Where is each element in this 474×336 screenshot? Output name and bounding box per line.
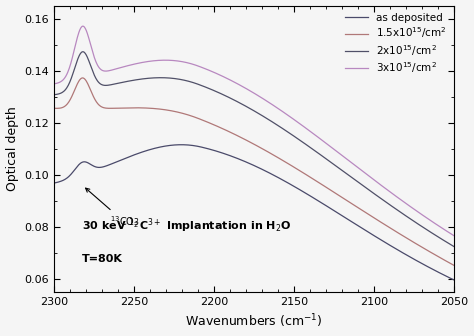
3x10$^{15}$/cm$^{2}$ — [75, 32, 81, 36]
2x10$^{15}$/cm$^{2}$ — [284, 129, 290, 133]
Text: T=80K: T=80K — [82, 254, 123, 264]
2x10$^{15}$/cm$^{2}$ — [80, 50, 86, 54]
1.5x10$^{15}$/cm$^{2}$ — [355, 206, 361, 210]
Line: 1.5x10$^{15}$/cm$^{2}$: 1.5x10$^{15}$/cm$^{2}$ — [54, 78, 455, 265]
1.5x10$^{15}$/cm$^{2}$ — [294, 167, 300, 171]
1.5x10$^{15}$/cm$^{2}$ — [307, 175, 312, 179]
1.5x10$^{15}$/cm$^{2}$ — [452, 263, 457, 267]
as deposited — [75, 163, 81, 167]
as deposited — [178, 143, 184, 147]
2x10$^{15}$/cm$^{2}$ — [75, 56, 81, 60]
as deposited — [51, 181, 56, 185]
Text: 30 keV $^{13}$C$^{3+}$ Implantation in H$_2$O: 30 keV $^{13}$C$^{3+}$ Implantation in H… — [82, 216, 292, 235]
3x10$^{15}$/cm$^{2}$ — [294, 120, 300, 124]
3x10$^{15}$/cm$^{2}$ — [307, 129, 312, 133]
2x10$^{15}$/cm$^{2}$ — [294, 136, 300, 140]
as deposited — [396, 249, 402, 253]
Y-axis label: Optical depth: Optical depth — [6, 107, 18, 192]
Line: as deposited: as deposited — [54, 145, 455, 280]
3x10$^{15}$/cm$^{2}$ — [284, 113, 290, 117]
2x10$^{15}$/cm$^{2}$ — [396, 209, 402, 213]
as deposited — [355, 224, 361, 228]
Legend: as deposited, 1.5x10$^{15}$/cm$^{2}$, 2x10$^{15}$/cm$^{2}$, 3x10$^{15}$/cm$^{2}$: as deposited, 1.5x10$^{15}$/cm$^{2}$, 2x… — [343, 11, 449, 77]
3x10$^{15}$/cm$^{2}$ — [452, 234, 457, 238]
1.5x10$^{15}$/cm$^{2}$ — [80, 76, 86, 80]
Text: $^{13}$CO$_2$: $^{13}$CO$_2$ — [86, 188, 139, 230]
2x10$^{15}$/cm$^{2}$ — [452, 245, 457, 249]
as deposited — [307, 194, 312, 198]
1.5x10$^{15}$/cm$^{2}$ — [284, 161, 290, 165]
as deposited — [284, 180, 290, 184]
1.5x10$^{15}$/cm$^{2}$ — [396, 232, 402, 236]
2x10$^{15}$/cm$^{2}$ — [51, 93, 56, 97]
3x10$^{15}$/cm$^{2}$ — [355, 166, 361, 170]
Line: 2x10$^{15}$/cm$^{2}$: 2x10$^{15}$/cm$^{2}$ — [54, 52, 455, 247]
as deposited — [294, 186, 300, 191]
3x10$^{15}$/cm$^{2}$ — [80, 24, 86, 28]
3x10$^{15}$/cm$^{2}$ — [51, 82, 56, 86]
Line: 3x10$^{15}$/cm$^{2}$: 3x10$^{15}$/cm$^{2}$ — [54, 26, 455, 236]
as deposited — [452, 278, 457, 282]
3x10$^{15}$/cm$^{2}$ — [396, 197, 402, 201]
2x10$^{15}$/cm$^{2}$ — [307, 145, 312, 149]
1.5x10$^{15}$/cm$^{2}$ — [75, 80, 81, 84]
1.5x10$^{15}$/cm$^{2}$ — [51, 106, 56, 110]
X-axis label: Wavenumbers (cm$^{-1}$): Wavenumbers (cm$^{-1}$) — [185, 313, 323, 330]
2x10$^{15}$/cm$^{2}$ — [355, 180, 361, 184]
